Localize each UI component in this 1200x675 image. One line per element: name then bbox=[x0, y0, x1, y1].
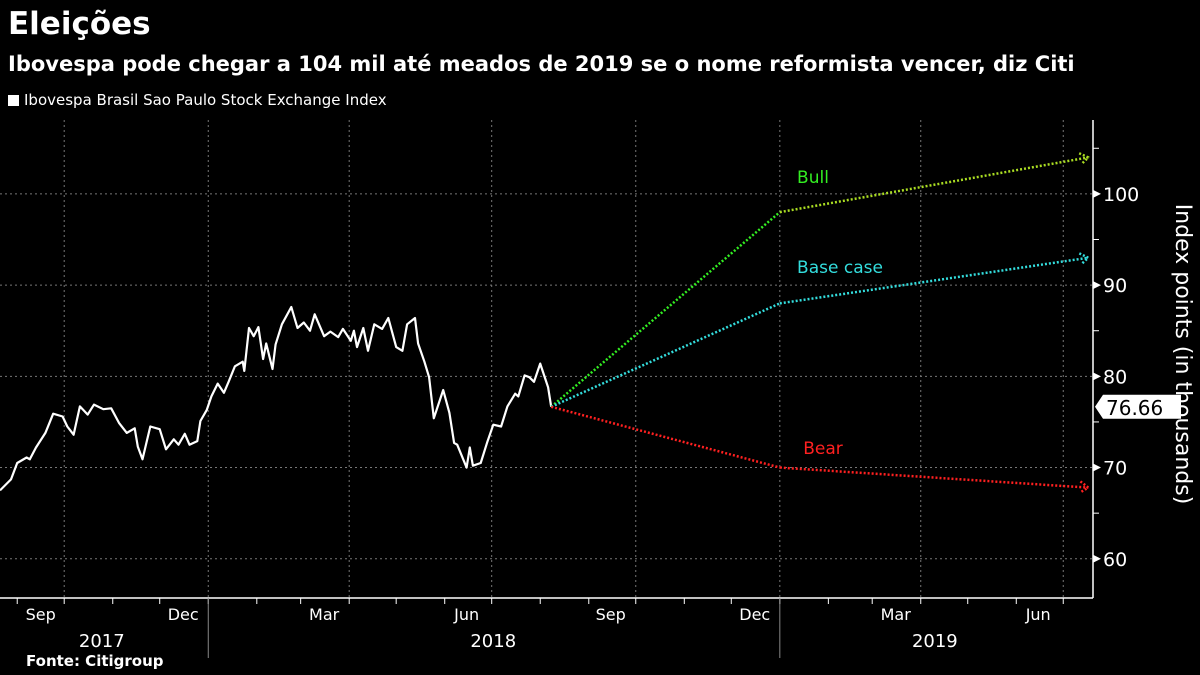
x-tick-label: Dec bbox=[739, 605, 770, 624]
x-tick-label: Mar bbox=[309, 605, 340, 624]
scenario-line-segment bbox=[550, 211, 781, 408]
legend-label: Ibovespa Brasil Sao Paulo Stock Exchange… bbox=[24, 91, 387, 109]
y-tick-label: 70 bbox=[1103, 458, 1127, 480]
last-value-label: 76.66 bbox=[1106, 396, 1163, 420]
y-tick-marker bbox=[1093, 372, 1101, 381]
year-label: 2019 bbox=[912, 631, 958, 652]
scenario-bull: Bull bbox=[550, 152, 1091, 408]
y-tick-label: 90 bbox=[1103, 275, 1127, 297]
legend-swatch bbox=[8, 94, 19, 106]
scenario-line-segment bbox=[550, 302, 781, 408]
y-tick-marker bbox=[1093, 281, 1101, 290]
arrowhead-icon bbox=[1078, 252, 1091, 266]
index-line bbox=[0, 305, 553, 492]
y-tick-label: 80 bbox=[1103, 366, 1127, 388]
y-tick-label: 60 bbox=[1103, 549, 1127, 571]
arrowhead-icon bbox=[1079, 480, 1091, 494]
legend: Ibovespa Brasil Sao Paulo Stock Exchange… bbox=[8, 91, 387, 109]
y-tick-marker bbox=[1093, 554, 1101, 563]
x-tick-label: Sep bbox=[26, 605, 56, 624]
y-tick-label: 100 bbox=[1103, 184, 1139, 206]
scenario-label: Bull bbox=[797, 168, 829, 188]
chart-subtitle: Ibovespa pode chegar a 104 mil até meado… bbox=[8, 52, 1075, 76]
y-axis-label: Index points (in thousands) bbox=[1170, 204, 1195, 505]
scenario-line-segment bbox=[779, 156, 1089, 214]
x-tick-label: Sep bbox=[596, 605, 626, 624]
y-tick-marker bbox=[1093, 189, 1101, 198]
x-tick-label: Mar bbox=[881, 605, 912, 624]
scenario-line-segment bbox=[779, 466, 1089, 489]
x-tick-label: Jun bbox=[1025, 605, 1051, 624]
arrowhead-icon bbox=[1078, 152, 1091, 166]
source-note: Fonte: Citigroup bbox=[26, 652, 164, 670]
scenario-line-segment bbox=[550, 405, 781, 469]
scenario-base-case: Base case bbox=[550, 252, 1091, 408]
y-tick-marker bbox=[1093, 463, 1101, 472]
year-label: 2017 bbox=[79, 631, 125, 652]
scenario-bear: Bear bbox=[550, 405, 1091, 494]
scenario-label: Base case bbox=[797, 258, 883, 278]
chart-title: Eleições bbox=[8, 6, 151, 42]
last-value-callout bbox=[1095, 394, 1181, 419]
x-tick-label: Jun bbox=[453, 605, 479, 624]
scenario-label: Bear bbox=[803, 439, 843, 459]
year-label: 2018 bbox=[470, 631, 516, 652]
x-tick-label: Dec bbox=[168, 605, 199, 624]
